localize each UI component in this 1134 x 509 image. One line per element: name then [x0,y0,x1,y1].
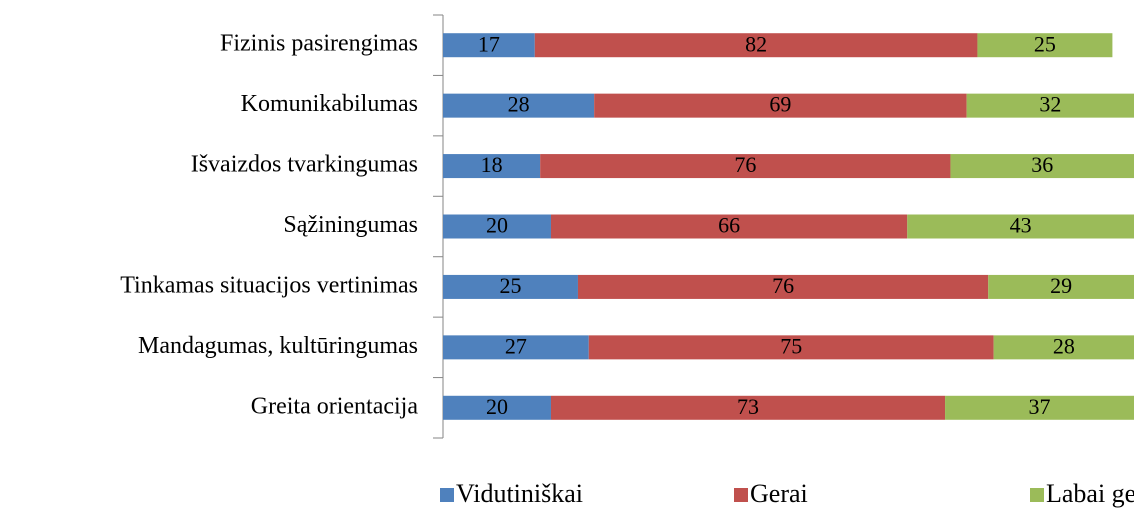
bar-segment [945,395,1134,420]
legend-label: Labai gerai [1046,479,1134,508]
data-label: 27 [505,333,527,358]
data-label: 43 [1010,213,1032,238]
category-label: Sąžiningumas [283,212,418,238]
bar-segment [550,214,908,239]
bar-segment [443,335,589,360]
data-label: 28 [508,92,530,117]
data-label: 20 [486,213,508,238]
data-label: 18 [481,152,503,177]
bar-segment [594,93,967,118]
bar-segment [443,274,578,299]
data-label: 17 [478,31,500,56]
legend-label: Vidutiniškai [456,479,583,508]
bar-segment [534,33,978,58]
legend-swatch [734,488,748,502]
bar-segment [977,33,1113,58]
category-label: Komunikabilumas [241,91,418,117]
bar-segment [988,274,1134,299]
data-label: 25 [499,273,521,298]
bar-segment [550,395,946,420]
bar-segment [443,33,535,58]
bar-segment [907,214,1134,239]
data-label: 37 [1029,394,1051,419]
category-label: Greita orientacija [251,393,419,419]
data-label: 36 [1031,152,1053,177]
bar-segment [993,335,1134,360]
legend-swatch [440,488,454,502]
data-label: 32 [1039,92,1061,117]
legend-swatch [1030,488,1044,502]
category-label: Mandagumas, kultūringumas [138,333,418,359]
data-label: 76 [772,273,794,298]
bar-segment [443,154,541,179]
category-label: Tinkamas situacijos vertinimas [120,272,418,298]
category-label: Fizinis pasirengimas [220,31,418,57]
data-label: 29 [1050,273,1072,298]
data-label: 20 [486,394,508,419]
data-label: 28 [1053,333,1075,358]
bar-segment [540,154,951,179]
data-label: 66 [718,213,740,238]
bar-segment [443,214,551,239]
bar-segment [588,335,994,360]
data-label: 76 [734,152,756,177]
bar-segment [966,93,1134,118]
bar-segment [443,93,595,118]
data-label: 75 [780,333,802,358]
bar-segment [443,395,551,420]
category-label: Išvaizdos tvarkingumas [191,152,418,178]
bar-segment [950,154,1134,179]
bar-segment [577,274,989,299]
legend-label: Gerai [750,479,808,508]
data-label: 25 [1034,31,1056,56]
data-label: 69 [769,92,791,117]
data-label: 73 [737,394,759,419]
data-label: 82 [745,31,767,56]
